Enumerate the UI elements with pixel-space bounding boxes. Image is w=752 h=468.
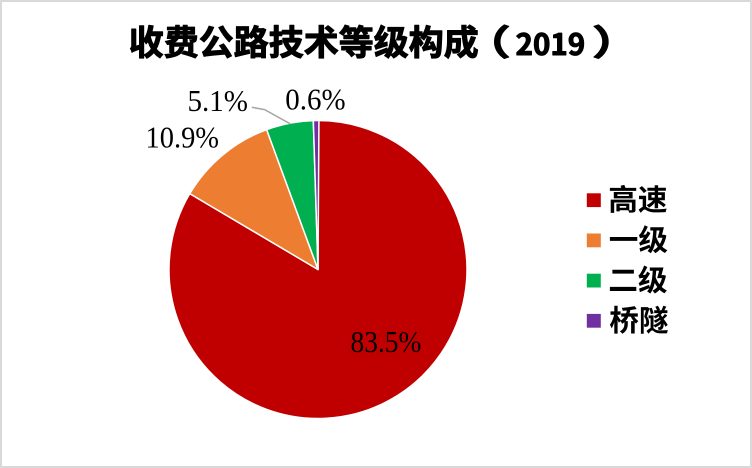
svg-text:0.6%: 0.6%: [285, 81, 345, 116]
svg-text:10.9%: 10.9%: [146, 120, 220, 155]
svg-text:5.1%: 5.1%: [188, 83, 249, 118]
svg-text:83.5%: 83.5%: [351, 324, 422, 359]
